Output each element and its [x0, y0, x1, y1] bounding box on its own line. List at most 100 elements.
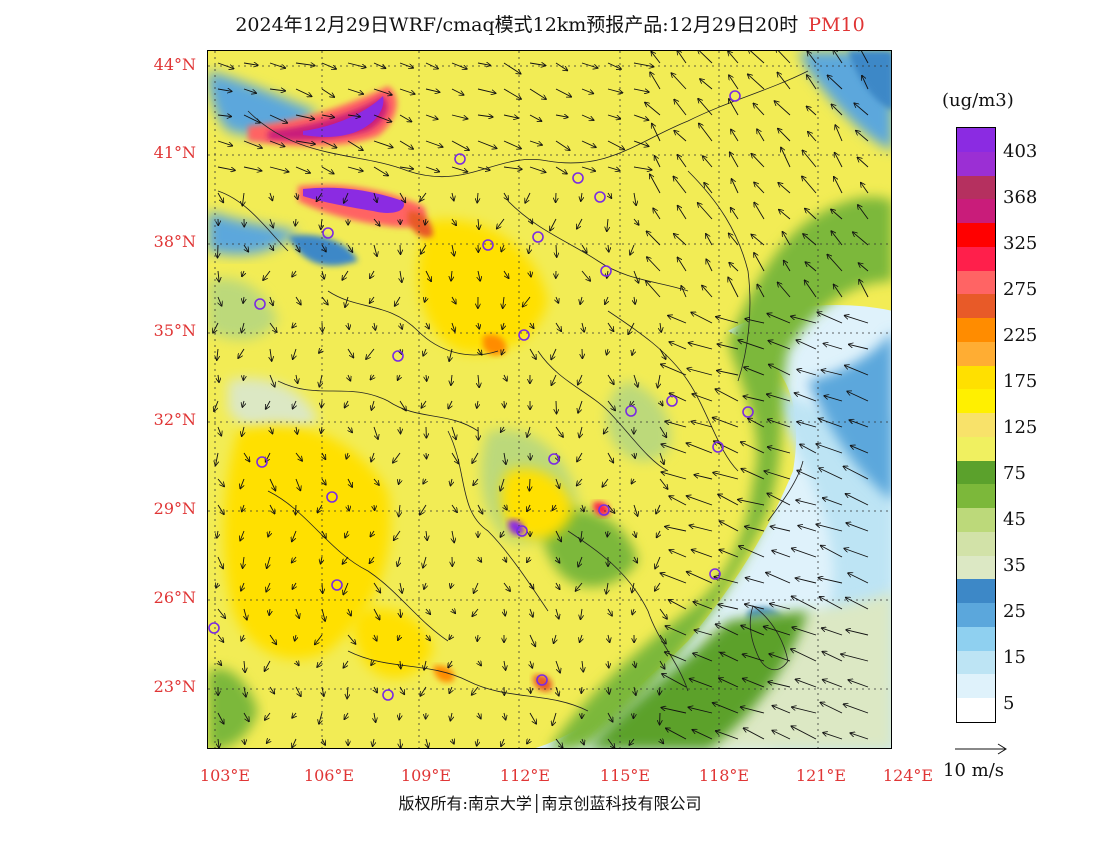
wind-arrow	[659, 348, 666, 359]
wind-arrow	[477, 140, 497, 148]
wind-arrow	[578, 400, 583, 413]
wind-arrow	[661, 444, 687, 454]
wind-arrow	[322, 478, 326, 485]
wind-arrow	[374, 634, 377, 641]
wind-arrow	[716, 731, 739, 740]
wind-arrow	[504, 712, 506, 720]
wind-arrow	[767, 314, 791, 324]
legend-label: 403	[1003, 141, 1038, 162]
wind-arrow	[420, 504, 427, 515]
wind-arrow	[659, 686, 660, 695]
wind-arrow	[451, 140, 469, 150]
wind-arrow	[694, 475, 713, 480]
wind-arrow	[452, 530, 454, 542]
wind-arrow	[497, 218, 505, 229]
legend-swatch	[957, 531, 995, 557]
wind-arrow	[529, 88, 546, 99]
wind-arrow	[783, 232, 791, 246]
wind-arrow	[370, 530, 374, 537]
wind-arrow	[270, 686, 274, 694]
wind-arrow	[530, 322, 534, 328]
wind-arrow	[373, 140, 393, 147]
wind-arrow	[374, 322, 375, 330]
wind-arrow	[695, 630, 713, 636]
legend-label: 25	[1003, 601, 1026, 622]
wind-arrow	[653, 208, 661, 220]
legend-swatch	[957, 626, 995, 652]
wind-arrow	[776, 51, 791, 64]
wind-arrow	[399, 114, 411, 122]
wind-arrow	[854, 103, 869, 116]
wind-arrow	[581, 192, 582, 201]
wind-arrow	[658, 374, 660, 388]
wind-arrow	[802, 150, 817, 168]
wind-arrow	[720, 550, 739, 558]
wind-arrow	[732, 179, 739, 194]
legend-swatch	[957, 318, 995, 343]
wind-arrow	[347, 115, 360, 117]
wind-arrow	[527, 556, 530, 562]
wind-arrow	[400, 426, 401, 433]
wind-arrow	[660, 401, 663, 405]
wind-arrow	[478, 661, 481, 666]
wind-arrow	[556, 582, 560, 589]
wind-arrow	[754, 183, 765, 194]
legend-swatch	[957, 436, 995, 462]
city-marker	[712, 441, 724, 453]
wind-arrow	[478, 270, 480, 281]
wind-arrow	[577, 218, 583, 229]
wind-arrow	[607, 348, 608, 355]
wind-arrow	[851, 446, 869, 454]
wind-arrow	[321, 62, 336, 69]
wind-arrow	[768, 447, 791, 454]
wind-arrow	[348, 608, 351, 616]
wind-arrow	[451, 504, 457, 512]
wind-arrow	[607, 452, 613, 463]
wind-arrow	[608, 686, 609, 694]
wind-arrow	[665, 652, 687, 662]
wind-arrow	[374, 504, 375, 510]
wind-arrow	[345, 400, 348, 408]
wind-arrow	[400, 660, 401, 668]
wind-arrow	[551, 348, 557, 359]
wind-arrow	[452, 609, 455, 613]
wind-arrow	[213, 322, 219, 333]
wind-arrow	[691, 312, 713, 324]
wind-arrow	[319, 374, 322, 387]
wind-arrow	[835, 153, 843, 168]
wind-arrow	[792, 548, 817, 558]
wind-arrow	[766, 573, 791, 584]
wind-arrow	[607, 530, 608, 537]
wind-arrow	[423, 556, 426, 568]
title-main: 2024年12月29日WRF/cmaq模式12km预报产品:12月29日20时	[235, 14, 799, 36]
legend-swatch	[957, 365, 995, 390]
wind-arrow	[244, 660, 245, 672]
wind-arrow	[720, 521, 739, 532]
wind-arrow	[504, 608, 505, 616]
lon-label-121: 121°E	[795, 766, 847, 785]
wind-arrow	[674, 100, 687, 116]
wind-arrow	[803, 234, 817, 246]
legend-swatch	[957, 603, 995, 628]
wind-arrow	[754, 253, 765, 272]
wind-arrow	[607, 400, 615, 410]
legend-swatch	[957, 175, 995, 200]
wind-arrow	[477, 192, 478, 203]
wind-arrow	[218, 244, 219, 258]
wind-arrow	[477, 167, 490, 170]
wind-arrow	[322, 686, 324, 696]
wind-arrow	[861, 183, 869, 194]
wind-arrow	[217, 348, 218, 360]
wind-arrow	[745, 527, 765, 532]
wind-arrow	[265, 712, 271, 720]
wind-arrow	[673, 177, 687, 194]
wind-arrow	[671, 73, 687, 90]
wind-arrow	[849, 420, 869, 428]
wind-arrow	[808, 132, 817, 142]
wind-arrow	[633, 270, 639, 283]
legend-label: 75	[1003, 463, 1026, 484]
wind-arrow	[295, 63, 315, 66]
wind-arrow	[692, 730, 713, 740]
wind-arrow	[347, 478, 352, 487]
wind-arrow	[321, 88, 334, 97]
